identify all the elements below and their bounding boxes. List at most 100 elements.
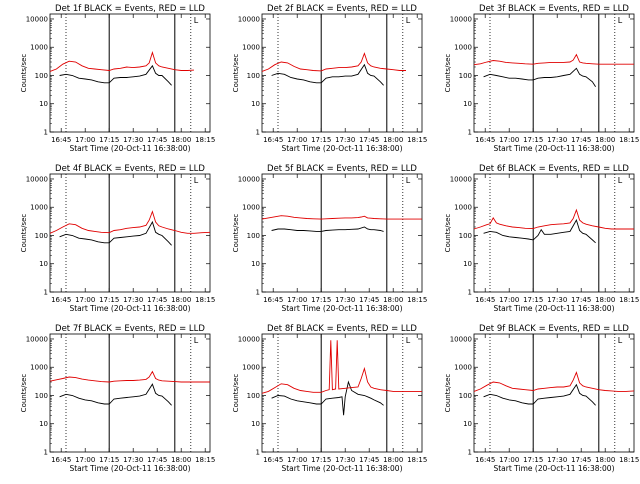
- x-tick-label: 17:15: [523, 136, 543, 144]
- y-tick-label: 10: [463, 420, 472, 428]
- x-tick-label: 18:00: [595, 456, 615, 464]
- x-axis-label: Start Time (20-Oct-11 16:38:00): [281, 304, 402, 313]
- x-tick-label: 17:15: [311, 136, 331, 144]
- panel-title: Det 7f BLACK = Events, RED = LLD: [55, 324, 205, 334]
- y-tick-label: 10: [463, 100, 472, 108]
- corner-marker-label: L: [406, 16, 411, 25]
- y-tick-label: 1: [256, 129, 260, 137]
- y-tick-label: 1000: [454, 44, 472, 52]
- x-tick-label: 17:30: [335, 296, 355, 304]
- x-tick-label: 16:45: [263, 296, 283, 304]
- y-tick-label: 100: [247, 232, 260, 240]
- panel-title: Det 9f BLACK = Events, RED = LLD: [479, 324, 629, 334]
- plot-frame: [473, 13, 635, 133]
- x-tick-label: 16:45: [475, 136, 495, 144]
- x-axis-label: Start Time (20-Oct-11 16:38:00): [69, 144, 190, 153]
- x-tick-label: 16:45: [475, 296, 495, 304]
- x-tick-label: 16:45: [51, 456, 71, 464]
- x-tick-label: 17:45: [147, 456, 167, 464]
- y-tick-label: 10: [39, 420, 48, 428]
- y-tick-label: 100: [247, 392, 260, 400]
- corner-marker-label: L: [618, 336, 623, 345]
- events-series-line: [271, 63, 384, 86]
- y-tick-label: 100: [459, 232, 472, 240]
- y-tick-label: 1000: [242, 44, 260, 52]
- x-tick-label: 17:30: [547, 296, 567, 304]
- detector-panel-5: Det 5f BLACK = Events, RED = LLD 1 10 100 10…: [232, 164, 427, 313]
- detector-panel-1: Det 1f BLACK = Events, RED = LLD 1 10 100 10…: [20, 4, 215, 153]
- plot-frame: [473, 173, 635, 293]
- panel-title: Det 5f BLACK = Events, RED = LLD: [267, 164, 417, 174]
- x-tick-label: 18:15: [619, 136, 639, 144]
- lld-series-line: [473, 371, 635, 392]
- lld-series-line: [261, 340, 422, 394]
- events-series-line: [483, 383, 596, 406]
- x-axis-label: Start Time (20-Oct-11 16:38:00): [493, 144, 614, 153]
- x-tick-label: 17:00: [75, 456, 95, 464]
- x-axis-label: Start Time (20-Oct-11 16:38:00): [69, 464, 190, 473]
- x-tick-label: 18:15: [407, 456, 427, 464]
- x-tick-label: 17:15: [99, 136, 119, 144]
- x-tick-label: 16:45: [263, 456, 283, 464]
- events-series-line: [483, 218, 596, 244]
- y-tick-label: 10: [251, 100, 260, 108]
- x-tick-label: 18:00: [171, 456, 191, 464]
- x-tick-label: 17:30: [335, 136, 355, 144]
- x-tick-label: 17:45: [571, 136, 591, 144]
- x-tick-label: 17:30: [123, 136, 143, 144]
- y-tick-label: 1: [44, 129, 48, 137]
- events-series-line: [271, 226, 384, 232]
- x-axis-label: Start Time (20-Oct-11 16:38:00): [69, 304, 190, 313]
- x-tick-label: 18:00: [171, 296, 191, 304]
- y-tick-label: 1000: [30, 44, 48, 52]
- x-tick-label: 18:15: [407, 136, 427, 144]
- corner-marker-label: L: [194, 336, 199, 345]
- y-tick-label: 1000: [242, 364, 260, 372]
- corner-marker-label: L: [194, 16, 199, 25]
- x-tick-label: 17:00: [499, 456, 519, 464]
- detector-panel-7: Det 7f BLACK = Events, RED = LLD 1 10 100 10…: [20, 324, 215, 473]
- panel-title: Det 8f BLACK = Events, RED = LLD: [267, 324, 417, 334]
- y-tick-label: 100: [459, 72, 472, 80]
- x-tick-label: 17:30: [123, 296, 143, 304]
- y-tick-label: 10000: [26, 15, 48, 23]
- plot-frame: [473, 333, 635, 453]
- x-tick-label: 17:00: [499, 136, 519, 144]
- y-tick-label: 10000: [238, 175, 260, 183]
- plot-frame: [49, 13, 211, 133]
- lld-series-line: [49, 370, 210, 383]
- x-tick-label: 17:00: [499, 296, 519, 304]
- x-tick-label: 18:15: [619, 456, 639, 464]
- y-tick-label: 1: [468, 129, 472, 137]
- x-axis-label: Start Time (20-Oct-11 16:38:00): [281, 144, 402, 153]
- x-axis-label: Start Time (20-Oct-11 16:38:00): [281, 464, 402, 473]
- x-tick-label: 18:00: [595, 136, 615, 144]
- y-tick-label: 1: [44, 289, 48, 297]
- y-axis-label: Counts/sec: [20, 214, 28, 253]
- events-series-line: [59, 220, 172, 246]
- detector-panel-2: Det 2f BLACK = Events, RED = LLD 1 10 100 10…: [232, 4, 427, 153]
- panel-title: Det 1f BLACK = Events, RED = LLD: [55, 4, 205, 14]
- x-tick-label: 17:45: [147, 136, 167, 144]
- x-tick-label: 16:45: [263, 136, 283, 144]
- y-tick-label: 1000: [242, 204, 260, 212]
- x-tick-label: 17:15: [311, 296, 331, 304]
- panel-title: Det 6f BLACK = Events, RED = LLD: [479, 164, 629, 174]
- lld-series-line: [261, 52, 406, 72]
- y-tick-label: 10: [463, 260, 472, 268]
- x-axis-label: Start Time (20-Oct-11 16:38:00): [493, 464, 614, 473]
- x-tick-label: 17:15: [311, 456, 331, 464]
- y-tick-label: 1: [256, 449, 260, 457]
- y-tick-label: 1: [256, 289, 260, 297]
- y-tick-label: 10000: [450, 15, 472, 23]
- x-tick-label: 18:00: [383, 296, 403, 304]
- panel-title: Det 4f BLACK = Events, RED = LLD: [55, 164, 205, 174]
- y-tick-label: 10: [39, 260, 48, 268]
- y-tick-label: 1000: [454, 204, 472, 212]
- lld-series-line: [49, 50, 195, 72]
- y-tick-label: 10: [251, 420, 260, 428]
- x-tick-label: 17:30: [123, 456, 143, 464]
- y-tick-label: 10: [39, 100, 48, 108]
- x-tick-label: 18:00: [171, 136, 191, 144]
- y-tick-label: 100: [35, 232, 48, 240]
